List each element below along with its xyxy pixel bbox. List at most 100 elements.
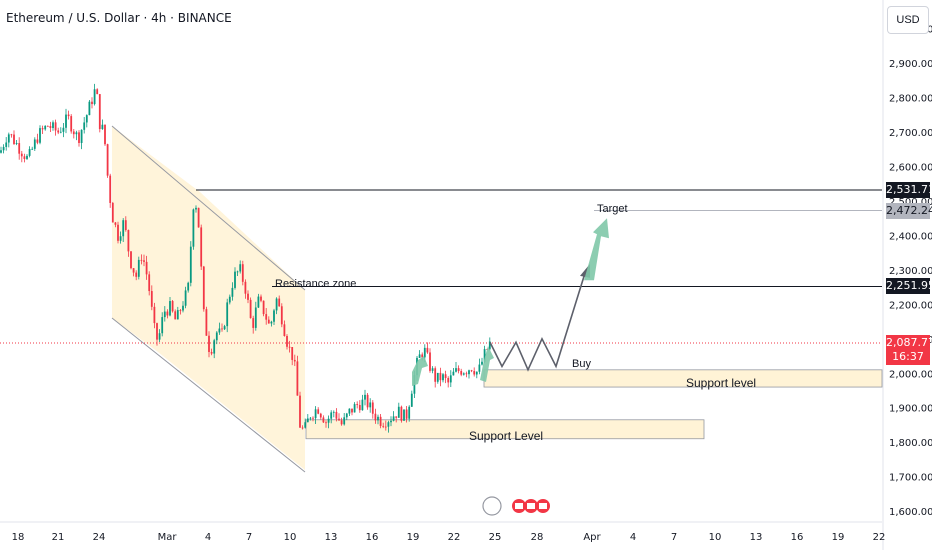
candle-body — [189, 246, 192, 283]
support-band-upper — [483, 369, 883, 388]
x-tick-label: 25 — [489, 532, 502, 543]
bull-arrow-1 — [412, 356, 428, 386]
candle-body — [13, 134, 15, 144]
candle-body — [257, 296, 260, 308]
price-tag-resistance-zone: 2,251.95 — [886, 278, 932, 295]
candle-body — [361, 399, 364, 411]
candle-body — [247, 293, 249, 300]
candle-body — [85, 115, 88, 123]
candle-body — [132, 268, 135, 273]
candle-body — [184, 290, 187, 306]
candle-body — [109, 175, 112, 203]
candle-body — [457, 368, 460, 372]
candle-body — [280, 306, 283, 325]
candle-body — [405, 409, 408, 419]
candle-body — [462, 373, 465, 375]
candle-body — [119, 236, 122, 241]
candle-body — [98, 94, 101, 130]
y-tick-label: 2,300.00 — [889, 266, 932, 277]
candle-body — [345, 413, 348, 418]
candle-body — [244, 281, 247, 294]
candle-body — [488, 341, 491, 350]
candle-body — [356, 404, 359, 406]
candle-body — [325, 422, 327, 424]
candle-body — [70, 116, 73, 132]
candle-body — [200, 227, 203, 267]
candle-body — [169, 301, 171, 316]
current-price-value: 2,087.77 — [886, 336, 932, 350]
candle-body — [460, 371, 463, 375]
candle-body — [59, 131, 62, 133]
candle-body — [442, 374, 444, 381]
candle-body — [137, 259, 140, 277]
candle-body — [265, 314, 268, 320]
y-tick-label: 2,800.00 — [889, 94, 932, 105]
candle-body — [317, 409, 320, 414]
price-tag-current: 2,087.77 16:37 — [886, 335, 932, 366]
candle-body — [236, 271, 239, 273]
support-level-lower-label: Support Level — [469, 429, 544, 443]
candle-body — [306, 418, 309, 423]
candle-body — [379, 416, 382, 426]
candle-body — [319, 413, 322, 418]
x-tick-label: 13 — [325, 532, 338, 543]
candle-body — [390, 420, 392, 423]
candle-body — [228, 296, 231, 303]
candle-body — [218, 328, 221, 333]
candle-body — [481, 361, 483, 365]
candle-body — [202, 266, 205, 310]
candle-body — [252, 318, 255, 328]
candle-body — [241, 264, 244, 282]
candle-body — [57, 130, 60, 133]
y-tick-label: 1,700.00 — [889, 473, 932, 484]
candle-body — [46, 125, 49, 127]
candle-body — [221, 328, 223, 330]
channel-lower-line — [111, 317, 306, 473]
candle-body — [309, 417, 312, 419]
candle-body — [449, 375, 452, 383]
event-icon-inner — [539, 503, 547, 509]
candle-body — [124, 220, 127, 231]
candle-body — [249, 299, 252, 319]
candle-body — [44, 125, 47, 130]
currency-button[interactable]: USD — [887, 6, 929, 34]
y-tick-label: 2,700.00 — [889, 128, 932, 139]
candle-body — [93, 89, 96, 105]
candle-body — [431, 368, 434, 371]
candle-body — [351, 408, 353, 413]
candle-body — [88, 101, 91, 116]
y-tick-label: 2,200.00 — [889, 300, 932, 311]
candle-body — [153, 306, 156, 324]
candle-body — [455, 368, 457, 372]
y-tick-label: 2,600.00 — [889, 163, 932, 174]
candle-body — [161, 317, 164, 334]
candle-body — [395, 416, 398, 418]
candle-body — [106, 144, 109, 176]
candle-body — [39, 128, 41, 143]
candle-body — [364, 394, 366, 400]
x-tick-label: 24 — [93, 532, 106, 543]
candle-body — [49, 126, 52, 129]
candle-body — [26, 155, 28, 159]
candle-body — [371, 402, 374, 414]
target-arrow — [584, 218, 609, 281]
candle-body — [384, 426, 387, 428]
x-tick-label: Mar — [158, 532, 178, 543]
candle-body — [62, 127, 65, 132]
y-tick-label: 1,900.00 — [889, 404, 932, 415]
candle-body — [473, 371, 476, 375]
candle-body — [403, 409, 405, 421]
projection-path — [489, 269, 587, 372]
candle-body — [335, 411, 338, 419]
candle-body — [111, 202, 114, 223]
candle-body — [301, 427, 304, 429]
candle-body — [54, 122, 57, 131]
chart-title: Ethereum / U.S. Dollar · 4h · BINANCE — [6, 11, 232, 25]
event-icon-inner — [515, 503, 523, 509]
candle-body — [5, 142, 8, 147]
candle-body — [52, 122, 54, 129]
candle-body — [423, 347, 426, 358]
candle-body — [114, 222, 117, 225]
